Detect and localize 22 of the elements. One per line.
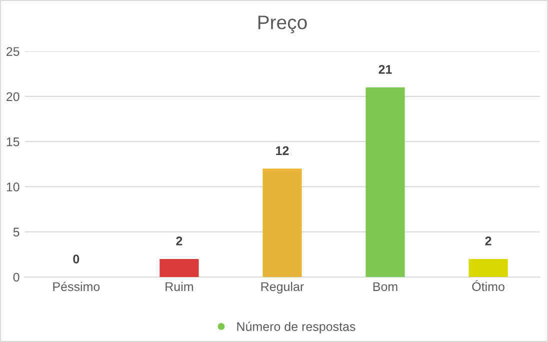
- bar: [262, 168, 302, 278]
- x-tick-label: Ótimo: [472, 280, 504, 292]
- x-tick-label: Ruim: [166, 282, 193, 292]
- y-tick-label: 10: [6, 182, 20, 192]
- y-tick-label: 5: [13, 228, 20, 237]
- x-tick-label: Regular: [261, 282, 304, 294]
- legend-label: Número de respostas: [237, 322, 356, 334]
- data-label: 2: [176, 236, 182, 246]
- data-label: 21: [378, 64, 392, 74]
- bar: [160, 258, 199, 278]
- x-tick-label: Bom: [373, 282, 398, 292]
- chart-title: Preço: [258, 16, 307, 34]
- data-label: 2: [485, 236, 492, 246]
- y-tick-label: 25: [6, 47, 20, 56]
- bar: [366, 87, 405, 278]
- y-tick-label: 15: [6, 138, 20, 146]
- y-tick-label: 20: [6, 92, 20, 102]
- data-label: 12: [276, 146, 289, 155]
- bar: [468, 258, 508, 278]
- y-tick-label: 0: [13, 272, 20, 282]
- x-tick-label: Péssimo: [53, 282, 100, 292]
- data-label: 0: [73, 254, 80, 264]
